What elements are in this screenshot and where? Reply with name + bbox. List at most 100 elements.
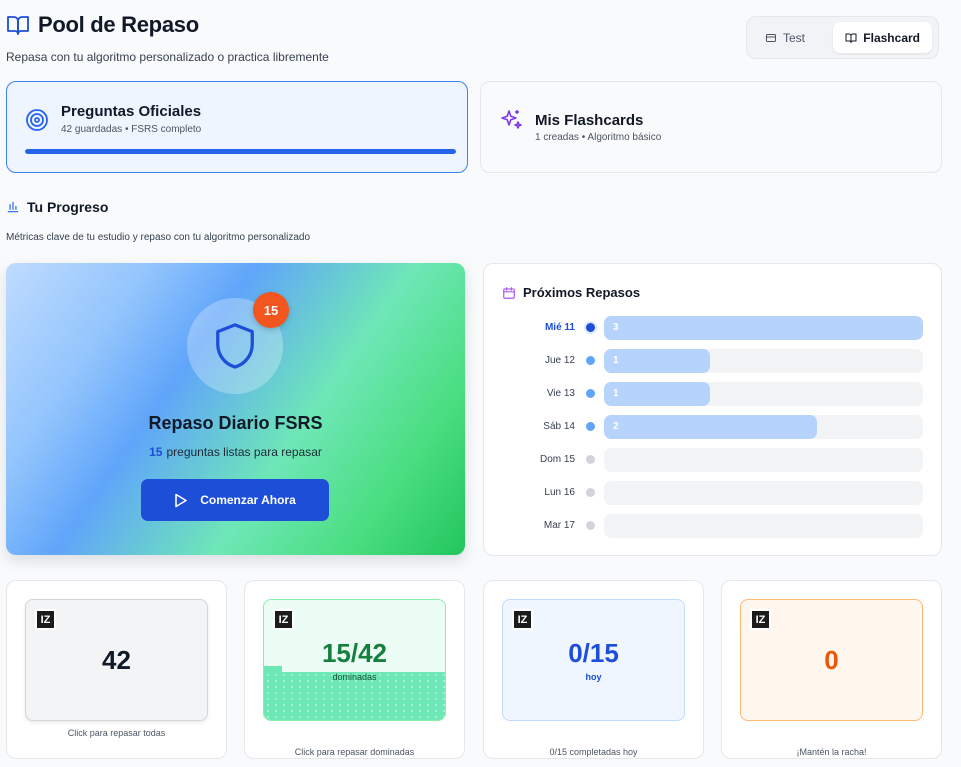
stat-caption: Click para repasar todas bbox=[67, 728, 166, 738]
fill-pattern bbox=[264, 672, 445, 720]
page-header: Pool de Repaso Repasa con tu algoritmo p… bbox=[6, 12, 329, 64]
start-now-button[interactable]: Comenzar Ahora bbox=[141, 479, 329, 521]
due-count: 15 bbox=[149, 445, 163, 459]
stat-value: 0/15 bbox=[568, 638, 619, 668]
fill-bump bbox=[264, 666, 282, 674]
book-open-icon bbox=[845, 33, 857, 43]
upcoming-bar-fill bbox=[604, 415, 817, 439]
target-icon bbox=[26, 109, 48, 131]
upcoming-dot bbox=[586, 455, 595, 464]
source-name: Mis Flashcards bbox=[535, 112, 644, 129]
upcoming-count: 3 bbox=[613, 322, 619, 333]
upcoming-day-label: Vie 13 bbox=[546, 388, 575, 399]
daily-review-card[interactable]: 15 Repaso Diario FSRS 15 preguntas listas… bbox=[6, 263, 465, 555]
title-row: Pool de Repaso bbox=[6, 12, 329, 38]
upcoming-day-label: Jue 12 bbox=[544, 355, 575, 366]
iz-logo: IZ bbox=[750, 609, 771, 630]
book-open-icon bbox=[7, 16, 29, 35]
progress-description: Métricas clave de tu estudio y repaso co… bbox=[6, 232, 311, 243]
source-progress-fill bbox=[25, 149, 456, 154]
upcoming-bar-track bbox=[604, 448, 923, 472]
page-title: Pool de Repaso bbox=[38, 12, 199, 37]
card-icon bbox=[766, 33, 776, 42]
upcoming-dot bbox=[586, 488, 595, 497]
source-meta: 1 creadas • Algoritmo básico bbox=[535, 132, 662, 143]
upcoming-count: 1 bbox=[613, 355, 619, 366]
upcoming-row: Sáb 14 2 bbox=[484, 415, 941, 439]
start-now-label: Comenzar Ahora bbox=[200, 493, 296, 507]
mastered-fill bbox=[264, 666, 445, 720]
upcoming-bar-fill bbox=[604, 382, 711, 406]
due-count-badge: 15 bbox=[253, 292, 289, 328]
play-icon bbox=[175, 493, 188, 507]
upcoming-reviews-card: Próximos Repasos Mié 11 3 Jue 12 1 Vie 13 1 Sá… bbox=[483, 263, 942, 556]
upcoming-bar-fill bbox=[604, 349, 711, 373]
stat-card-streak: IZ 0 ¡Mantén la racha! bbox=[721, 580, 942, 759]
stat-panel-total[interactable]: IZ 42 bbox=[25, 599, 208, 721]
source-card-oficiales[interactable]: Preguntas Oficiales 42 guardadas • FSRS … bbox=[6, 81, 468, 173]
upcoming-bar-track bbox=[604, 481, 923, 505]
upcoming-dot bbox=[586, 356, 595, 365]
mode-flashcard-label: Flashcard bbox=[863, 30, 920, 45]
upcoming-dot bbox=[586, 389, 595, 398]
upcoming-row: Jue 12 1 bbox=[484, 349, 941, 373]
stat-caption: Click para repasar dominadas bbox=[294, 747, 415, 757]
bar-chart-icon bbox=[7, 201, 19, 213]
stat-value: 42 bbox=[102, 645, 131, 675]
source-name: Preguntas Oficiales bbox=[61, 103, 202, 120]
iz-logo: IZ bbox=[273, 609, 294, 630]
stat-value: 15/42 bbox=[321, 638, 388, 668]
upcoming-day-label: Dom 15 bbox=[539, 454, 575, 465]
upcoming-row: Mar 17 bbox=[484, 514, 941, 538]
source-card-flashcards[interactable]: Mis Flashcards 1 creadas • Algoritmo bás… bbox=[480, 81, 942, 173]
upcoming-dot bbox=[586, 521, 595, 530]
stat-panel-mastered[interactable]: IZ 15/42 dominadas bbox=[263, 599, 446, 721]
stat-card-today: IZ 0/15 hoy 0/15 completadas hoy bbox=[483, 580, 704, 759]
upcoming-row: Lun 16 bbox=[484, 481, 941, 505]
upcoming-row: Mié 11 3 bbox=[484, 316, 941, 340]
upcoming-day-label: Lun 16 bbox=[544, 487, 575, 498]
iz-logo: IZ bbox=[35, 609, 56, 630]
upcoming-bar-track: 1 bbox=[604, 349, 923, 373]
mode-flashcard-button[interactable]: Flashcard bbox=[833, 22, 932, 53]
mode-toggle: Test Flashcard bbox=[746, 16, 939, 59]
iz-logo: IZ bbox=[512, 609, 533, 630]
daily-review-title: Repaso Diario FSRS bbox=[148, 413, 323, 433]
daily-review-subtitle: 15 preguntas listas para repasar bbox=[6, 445, 465, 459]
upcoming-header: Próximos Repasos bbox=[502, 285, 640, 300]
upcoming-bar-track: 3 bbox=[604, 316, 923, 340]
source-progress-bar bbox=[25, 149, 456, 154]
upcoming-bar-track: 2 bbox=[604, 415, 923, 439]
upcoming-title: Próximos Repasos bbox=[523, 285, 641, 300]
progress-title: Tu Progreso bbox=[27, 199, 109, 215]
upcoming-bar-track bbox=[604, 514, 923, 538]
upcoming-dot bbox=[586, 422, 595, 431]
page-subtitle: Repasa con tu algoritmo personalizado o … bbox=[6, 50, 329, 64]
mode-test-label: Test bbox=[783, 30, 806, 45]
daily-review-subtitle-text: preguntas listas para repasar bbox=[166, 445, 322, 459]
stat-panel-streak[interactable]: IZ 0 bbox=[740, 599, 923, 721]
stat-sub: dominadas bbox=[332, 672, 377, 682]
upcoming-day-label: Mié 11 bbox=[544, 322, 575, 333]
upcoming-count: 2 bbox=[613, 421, 619, 432]
upcoming-count: 1 bbox=[613, 388, 619, 399]
stat-card-total: IZ 42 Click para repasar todas bbox=[6, 580, 227, 759]
stat-caption: ¡Mantén la racha! bbox=[796, 747, 867, 757]
stat-caption: 0/15 completadas hoy bbox=[549, 747, 638, 757]
source-meta: 42 guardadas • FSRS completo bbox=[61, 124, 202, 135]
stat-panel-today[interactable]: IZ 0/15 hoy bbox=[502, 599, 685, 721]
stat-sub: hoy bbox=[585, 672, 602, 682]
upcoming-bar-track: 1 bbox=[604, 382, 923, 406]
upcoming-row: Vie 13 1 bbox=[484, 382, 941, 406]
upcoming-day-label: Mar 17 bbox=[543, 520, 575, 531]
shield-icon bbox=[216, 323, 254, 369]
mode-test-button[interactable]: Test bbox=[753, 22, 817, 53]
calendar-icon bbox=[503, 286, 515, 299]
sparkles-icon bbox=[501, 110, 522, 129]
upcoming-day-label: Sáb 14 bbox=[543, 421, 575, 432]
progress-header: Tu Progreso bbox=[6, 199, 108, 215]
upcoming-dot bbox=[586, 323, 595, 332]
upcoming-row: Dom 15 bbox=[484, 448, 941, 472]
upcoming-bar-fill bbox=[604, 316, 923, 340]
stat-card-mastered: IZ 15/42 dominadas Click para repasar do… bbox=[244, 580, 465, 759]
